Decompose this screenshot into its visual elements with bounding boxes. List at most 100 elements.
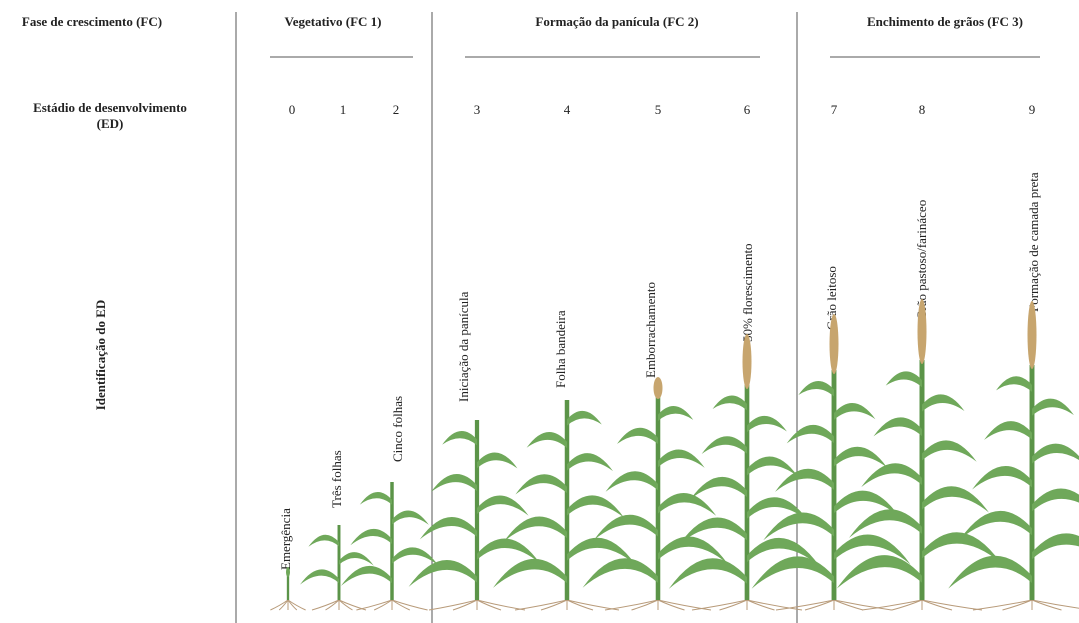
row-label: Fase de crescimento (FC) (22, 14, 162, 29)
root (657, 599, 712, 611)
panicle (1027, 301, 1037, 369)
leaf (605, 471, 658, 492)
leaf (340, 565, 392, 586)
leaf (493, 558, 567, 588)
root (278, 599, 289, 611)
leaf (972, 466, 1032, 490)
leaf (996, 376, 1032, 392)
panicle (742, 334, 752, 389)
stage-number: 6 (744, 102, 751, 117)
leaf (567, 410, 602, 426)
panicle (829, 314, 839, 374)
leaf (747, 415, 787, 433)
stage-number: 3 (474, 102, 481, 117)
row-label-box: Estádio de desenvolvimento (ED) (33, 100, 187, 131)
stage-number: 7 (831, 102, 838, 117)
leaf (477, 452, 518, 469)
leaf (751, 556, 834, 589)
leaf (408, 560, 477, 587)
leaf (984, 421, 1032, 440)
leaf (922, 532, 1002, 564)
stage-name: Grão leitoso (824, 266, 839, 330)
leaf (594, 514, 658, 540)
panicle (917, 299, 927, 364)
leaf (960, 510, 1032, 540)
stage-name: Cinco folhas (390, 396, 405, 462)
leaf (834, 446, 888, 468)
leaf (504, 516, 567, 542)
root (719, 599, 748, 611)
leaf (690, 476, 747, 499)
root (566, 599, 620, 611)
root (428, 599, 478, 611)
root (373, 599, 393, 611)
stage-name: Emborrachamento (643, 282, 658, 378)
leaf (834, 490, 899, 517)
root (775, 599, 835, 611)
leaf (515, 474, 567, 495)
root (891, 599, 923, 611)
root (311, 599, 340, 611)
leaf (679, 517, 747, 544)
leaf (849, 509, 922, 538)
root (972, 599, 1033, 611)
root (631, 599, 659, 611)
leaf (419, 517, 477, 540)
leaf (922, 394, 965, 412)
leaf (658, 492, 717, 516)
leaf (885, 371, 922, 388)
leaf (300, 569, 339, 585)
leaf (798, 381, 834, 397)
row-label: Identificação do ED (93, 300, 108, 411)
root (287, 599, 306, 611)
root (391, 599, 428, 611)
leaf (442, 431, 477, 446)
root (356, 599, 393, 611)
leaf (775, 468, 834, 492)
stage-name: Grão pastoso/farináceo (914, 200, 929, 320)
stage-name: 50% florescimento (740, 243, 755, 342)
leaf (308, 534, 339, 547)
stage-number: 1 (340, 102, 347, 117)
stage-name: Folha bandeira (553, 310, 568, 388)
stage-name: Três folhas (329, 450, 344, 508)
leaf (668, 558, 747, 589)
stage-name: Emergência (278, 508, 293, 570)
leaf (567, 453, 613, 472)
leaf (567, 495, 625, 518)
root (604, 599, 659, 611)
stage-number: 4 (564, 102, 571, 117)
root (452, 599, 478, 611)
root (921, 599, 983, 611)
leaf (701, 436, 747, 454)
row-label: Estádio de desenvolvimento (ED) (33, 100, 187, 131)
leaf (747, 456, 798, 477)
leaf (567, 537, 636, 565)
root (804, 599, 835, 611)
phase-label: Formação da panícula (FC 2) (535, 14, 698, 29)
leaf (712, 395, 747, 411)
leaf (836, 555, 922, 589)
leaf (1032, 533, 1079, 560)
leaf (359, 492, 392, 505)
leaf (658, 449, 705, 468)
leaf (834, 534, 911, 565)
leaf (922, 440, 977, 462)
root (338, 599, 367, 611)
leaf (861, 463, 922, 488)
leaf (1032, 398, 1074, 416)
root (270, 599, 289, 611)
panicle (653, 377, 663, 399)
stage-number: 5 (655, 102, 662, 117)
leaf (431, 474, 477, 493)
leaf (582, 558, 658, 588)
leaf (873, 417, 922, 437)
phase-label: Enchimento de grãos (FC 3) (867, 14, 1023, 29)
stage-number: 0 (289, 102, 296, 117)
leaf (922, 486, 989, 513)
leaf (1032, 488, 1079, 512)
stage-number: 8 (919, 102, 926, 117)
leaf (658, 536, 728, 564)
phase-label: Vegetativo (FC 1) (285, 14, 382, 29)
